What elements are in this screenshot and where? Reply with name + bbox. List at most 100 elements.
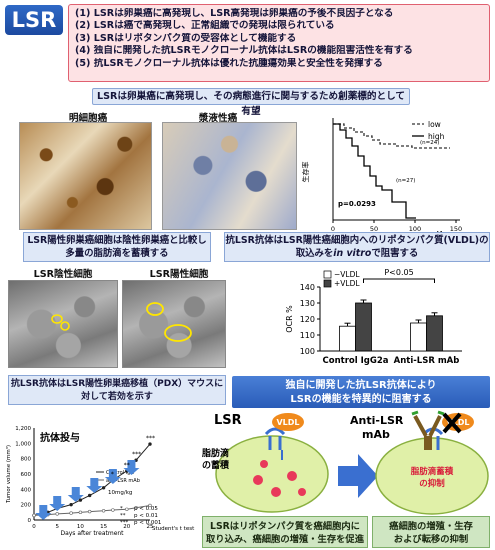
ocr-bar	[355, 302, 372, 352]
high-n: (n=27)	[396, 178, 415, 184]
tumor-data-point	[69, 511, 73, 515]
serous-label: 漿液性癌	[198, 113, 238, 124]
top-banner: LSRは卵巣癌に高発現し、その病態進行に関与するため創薬標的として有望	[92, 88, 410, 117]
tumor-ytick-label: 1,000	[15, 441, 31, 447]
vldl-caption-emph: in vitro	[333, 248, 372, 259]
lsr-negative-em-image	[8, 280, 118, 368]
lsr-positive-em-image	[122, 280, 226, 368]
ocr-ytick-label: 110	[300, 331, 315, 340]
dose-arrow-icon	[86, 478, 103, 493]
tumor-significance-mark: *	[111, 471, 114, 478]
dose-arrow-icon	[49, 496, 66, 511]
tumor-xlabel: Days after treatment	[60, 530, 124, 537]
ocr-ytick-label: 100	[300, 347, 315, 356]
tumor-data-point	[87, 493, 92, 498]
dose-arrow-icon	[35, 505, 52, 520]
ocr-category-label: Control IgG2a	[323, 356, 389, 366]
ocr-ytick-label: 140	[300, 283, 315, 292]
ocr-legend-label: +VLDL	[334, 279, 360, 288]
lipid-droplet	[271, 487, 281, 497]
vldl-uptake-caption: 抗LSR抗体はLSR陽性癌細胞内へのリポタンパク質(VLDL)の取込みをin v…	[224, 232, 490, 262]
tumor-legend-label: Control IgG	[106, 470, 134, 476]
inhibit-label-1: 脂肪滴蓄積	[410, 466, 454, 477]
droplet-circle	[60, 321, 70, 331]
tumor-xtick-label: 0	[32, 524, 36, 530]
tumor-ytick-label: 800	[21, 457, 32, 463]
title-badge: LSR	[5, 5, 63, 35]
tumor-xtick-label: 20	[123, 524, 130, 530]
stats-label: p < 0.001	[134, 520, 161, 526]
lsr-positive-label: LSR陽性細胞	[149, 269, 209, 280]
mechanism-diagram: VLDL LSR 脂肪滴 の蓄積 VLDL Anti-LSR mAb 脂肪滴蓄積…	[201, 410, 489, 515]
tumor-significance-mark: ***	[146, 435, 155, 442]
key-point-1: (1) LSRは卵巣癌に高発現し、LSR高発現は卵巣癌の予後不良因子となる	[75, 8, 394, 19]
stats-star: ***	[120, 520, 129, 526]
lsr-label: LSR	[214, 413, 242, 428]
key-point-5: (5) 抗LSRモノクローナル抗体は優れた抗腫瘍効果と安全性を発揮する	[75, 57, 383, 69]
survival-chart: 生存率 0 50 100 150 month low high (n=24) (…	[301, 118, 462, 238]
ocr-ytick-label: 120	[300, 315, 315, 324]
tumor-data-point	[125, 507, 129, 511]
blue-callout-line-2: LSRの機能を特異的に阻害する	[290, 394, 432, 405]
lsr-receptor	[268, 436, 282, 450]
pdx-caption: 抗LSR抗体はLSR陽性卵巣癌移植（PDX）マウスに対して若効を示す	[8, 375, 226, 405]
survival-ylabel: 生存率	[301, 162, 310, 183]
tumor-data-point	[78, 510, 83, 515]
tumor-significance-mark: ***	[132, 451, 141, 458]
survival-xtick-0: 0	[331, 225, 335, 233]
ocr-bar	[426, 315, 443, 352]
mechanism-left-caption: LSRはリポタンパク質を癌細胞内に 取り込み、癌細胞の増殖・生存を促進	[202, 516, 368, 548]
tumor-xtick-label: 15	[100, 524, 107, 530]
vldl-caption-suffix: で阻害する	[371, 248, 419, 259]
ocr-significance-bracket	[363, 278, 435, 283]
low-n: (n=24)	[420, 140, 439, 146]
ocr-bar	[410, 322, 427, 352]
droplet-circle	[146, 302, 164, 316]
stats-label: p < 0.05	[134, 506, 158, 512]
ocr-ytick-label: 130	[300, 299, 315, 308]
tumor-ytick-label: 600	[21, 472, 32, 478]
tumor-ytick-label: 200	[21, 503, 32, 509]
survival-low-curve	[333, 123, 450, 149]
droplet-circle	[51, 314, 63, 324]
tumor-xtick-label: 25	[147, 524, 154, 530]
tumor-data-point	[111, 508, 115, 512]
survival-xtick-100: 100	[409, 225, 421, 233]
vldl-particle-left	[272, 413, 304, 431]
anti-lsr-label-2: mAb	[362, 428, 390, 441]
mechanism-left-caption-2: 取り込み、癌細胞の増殖・生存を促進	[205, 534, 365, 545]
lipid-droplet	[298, 488, 306, 496]
stats-star: *	[120, 506, 123, 512]
mechanism-left-caption-1: LSRはリポタンパク質を癌細胞内に	[210, 521, 360, 532]
tumor-data-point	[148, 503, 152, 508]
ocr-legend-swatch	[323, 279, 332, 288]
ocr-ylabel: OCR %	[285, 305, 294, 333]
stats-label: p < 0.01	[134, 513, 158, 519]
tumor-title: 抗体投与	[40, 431, 80, 444]
lipid-droplet-caption: LSR陽性卵巣癌細胞は陰性卵巣癌と比較し多量の脂肪滴を蓄積する	[23, 232, 211, 262]
tumor-ytick-label: 400	[21, 487, 32, 493]
big-arrow	[338, 454, 378, 498]
clear-cell-label: 明細胞癌	[68, 113, 108, 124]
tumor-legend-label: anti-LSR mAb	[106, 478, 140, 484]
dose-arrow-icon	[67, 487, 84, 502]
antibody-icon	[413, 415, 442, 450]
tumor-data-point	[78, 498, 83, 502]
survival-high-curve	[333, 123, 416, 219]
tumor-ytick-label: 0	[28, 518, 32, 524]
dose-arrow-icon	[123, 460, 140, 475]
tumor-xtick-label: 5	[55, 524, 59, 530]
ocr-bar	[339, 325, 356, 352]
survival-xtick-150: 150	[450, 225, 462, 233]
vldl-label-right: VLDL	[446, 418, 469, 427]
tumor-data-point	[32, 513, 36, 518]
block-x-icon	[442, 412, 462, 434]
ocr-category-label: Anti-LSR mAb	[394, 356, 460, 366]
ocr-legend-label: −VLDL	[334, 270, 360, 279]
key-point-2: (2) LSRは癌で高発現し、正常組織での発現は限られている	[75, 20, 335, 32]
legend-low: low	[428, 120, 441, 129]
lipid-droplet	[287, 471, 297, 481]
tumor-xtick-label: 10	[77, 524, 84, 530]
tumor-ytick-label: 1,200	[15, 426, 31, 432]
tumor-data-point	[148, 442, 152, 446]
